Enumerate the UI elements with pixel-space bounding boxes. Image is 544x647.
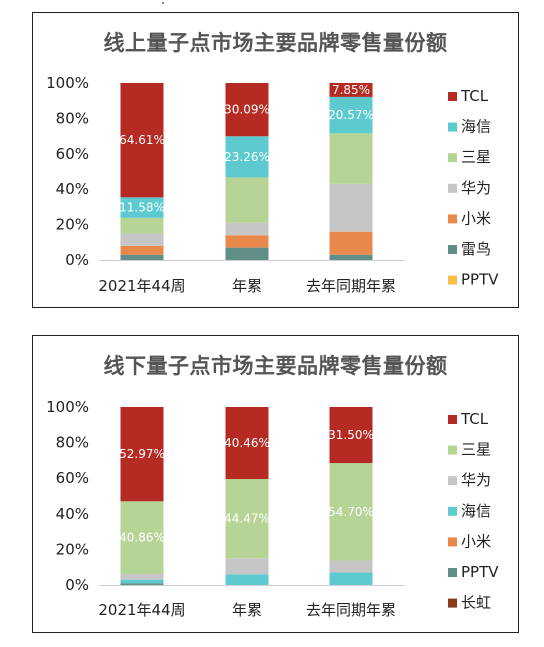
data-label: 44.47% [224, 512, 270, 526]
bar-segment [329, 96, 373, 134]
legend-swatch [448, 245, 457, 254]
y-tick-label: 100% [46, 398, 89, 416]
bar-segment [225, 479, 269, 559]
online-share-chart-panel: 线上量子点市场主要品牌零售量份额 0% 20% 40% 60% 80% 100% 11.58… [32, 12, 519, 308]
bar-segment [329, 133, 373, 184]
data-label: 52.97% [119, 447, 165, 461]
bar-segment [120, 217, 164, 234]
bar-segment [225, 558, 269, 575]
bar-segment [329, 463, 373, 561]
category-label: 2021年44周 [98, 277, 185, 295]
y-tick-label: 0% [65, 576, 89, 594]
bar-segment [120, 574, 164, 580]
y-tick-label: 80% [56, 109, 89, 127]
legend-label: 小米 [461, 532, 491, 550]
bar-segment [225, 83, 269, 137]
legend-label: 海信 [461, 118, 491, 136]
category-label: 去年同期年累 [306, 277, 396, 295]
legend-swatch [448, 153, 457, 163]
bar-segment [120, 579, 164, 584]
legend-label: 小米 [461, 209, 491, 227]
bar-segment [225, 247, 269, 260]
category-label: 年累 [232, 277, 262, 295]
data-label: 11.58% [119, 201, 165, 215]
bar-segment [329, 572, 373, 585]
bar-segment [120, 197, 164, 218]
bar-segment [120, 407, 164, 502]
legend-swatch [448, 92, 457, 101]
bar-segment [120, 83, 164, 198]
y-tick-label: 100% [46, 74, 89, 92]
data-label: 40.46% [224, 436, 270, 450]
offline-share-chart: 0% 20% 40% 60% 80% 100% 40.86% 52.97% 2021年44周 44… [46, 398, 499, 619]
legend-label: 雷鸟 [461, 240, 491, 258]
legend-swatch [448, 537, 457, 547]
bar-segment [329, 407, 373, 464]
legend-label: 海信 [461, 502, 491, 520]
legend-swatch [448, 275, 457, 285]
data-label: 30.09% [224, 103, 270, 117]
y-tick-label: 40% [56, 505, 89, 523]
legend-label: PPTV [461, 271, 499, 289]
data-label: 31.50% [328, 428, 374, 442]
bar-segment [329, 560, 373, 573]
category-label: 2021年44周 [98, 601, 185, 619]
bar-segment [225, 136, 269, 178]
legend-swatch [448, 122, 457, 132]
online-share-chart: 0% 20% 40% 60% 80% 100% 11.58% 64.61% 2021年44周 23… [46, 74, 499, 295]
data-label: 7.85% [332, 83, 370, 97]
bar-segment [120, 254, 164, 260]
bar-segment [225, 222, 269, 236]
data-label: 23.26% [224, 150, 270, 164]
y-tick-label: 40% [56, 180, 89, 198]
bar-segment [329, 83, 373, 97]
bar-segment [225, 407, 269, 480]
legend-swatch [448, 476, 457, 486]
legend-swatch [448, 183, 457, 193]
legend-swatch [448, 445, 457, 455]
y-tick-label: 60% [56, 145, 89, 163]
bar-segment [329, 231, 373, 255]
bar-segment [329, 183, 373, 232]
y-tick-label: 20% [56, 216, 89, 234]
data-label: 64.61% [119, 133, 165, 147]
category-label: 去年同期年累 [306, 601, 396, 619]
data-label: 54.70% [328, 505, 374, 519]
bar-segment [120, 245, 164, 255]
legend-swatch [448, 214, 457, 224]
bar-segment [120, 583, 164, 585]
data-label: 40.86% [119, 531, 165, 545]
bar-segment [329, 254, 373, 260]
offline-share-chart-panel: 线下量子点市场主要品牌零售量份额 0% 20% 40% 60% 80% 100% 40.86… [32, 335, 519, 633]
bar-segment [225, 177, 269, 223]
legend-label: PPTV [461, 563, 499, 581]
legend-label: 华为 [461, 179, 491, 197]
chart-title: 线下量子点市场主要品牌零售量份额 [103, 354, 448, 378]
legend-label: 华为 [461, 471, 491, 489]
legend-swatch [448, 598, 457, 608]
bar-segment [225, 235, 269, 248]
y-tick-label: 60% [56, 469, 89, 487]
chart-title: 线上量子点市场主要品牌零售量份额 [103, 31, 448, 55]
legend-label: TCL [460, 410, 489, 428]
data-label: 20.57% [328, 108, 374, 122]
category-label: 年累 [232, 601, 262, 619]
stray-dot [162, 2, 164, 4]
legend-label: 三星 [461, 148, 491, 166]
bar-segment [120, 233, 164, 246]
legend-label: TCL [460, 87, 489, 105]
y-tick-label: 80% [56, 434, 89, 452]
bar-segment [225, 574, 269, 585]
legend-label: 三星 [461, 441, 491, 459]
legend-swatch [448, 506, 457, 516]
legend-swatch [448, 568, 457, 577]
y-tick-label: 20% [56, 540, 89, 558]
y-tick-label: 0% [65, 251, 89, 269]
legend-label: 长虹 [461, 594, 491, 612]
legend-swatch [448, 415, 457, 424]
bar-segment [120, 501, 164, 575]
